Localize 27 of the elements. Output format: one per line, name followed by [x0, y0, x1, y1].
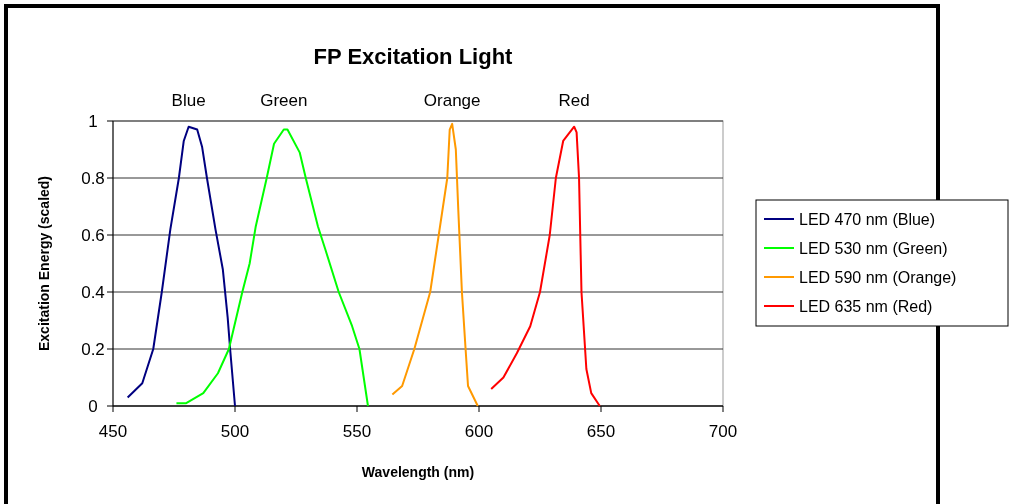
x-tick-label: 700: [708, 422, 738, 441]
y-tick-label: 1: [88, 112, 98, 131]
x-tick-label: 600: [464, 422, 494, 441]
text: Orange: [423, 91, 481, 110]
y-tick-label: 0.4: [81, 283, 105, 302]
line-series: [126, 125, 236, 407]
x-tick-label: 550: [342, 422, 372, 441]
x-tick-label: 650: [586, 422, 616, 441]
line-series: [490, 125, 601, 407]
legend-label: LED 635 nm (Red): [799, 298, 933, 315]
text: Red: [558, 91, 590, 110]
text: Blue: [171, 91, 206, 110]
x-axis-title: Wavelength (nm): [361, 464, 475, 480]
line-series: [391, 122, 479, 407]
y-tick-label: 0.2: [81, 340, 105, 359]
y-tick-label: 0: [88, 397, 98, 416]
y-axis-title: Excitation Energy (scaled): [36, 175, 52, 352]
legend-label: LED 470 nm (Blue): [799, 211, 936, 228]
text: Green: [260, 91, 308, 110]
x-tick-label: 450: [98, 422, 128, 441]
legend-label: LED 530 nm (Green): [799, 240, 948, 257]
y-tick-label: 0.8: [81, 169, 105, 188]
x-tick-label: 500: [220, 422, 250, 441]
legend-label: LED 590 nm (Orange): [799, 269, 957, 286]
y-tick-label: 0.6: [81, 226, 105, 245]
line-series: [175, 128, 369, 407]
chart-title: FP Excitation Light: [313, 44, 514, 69]
